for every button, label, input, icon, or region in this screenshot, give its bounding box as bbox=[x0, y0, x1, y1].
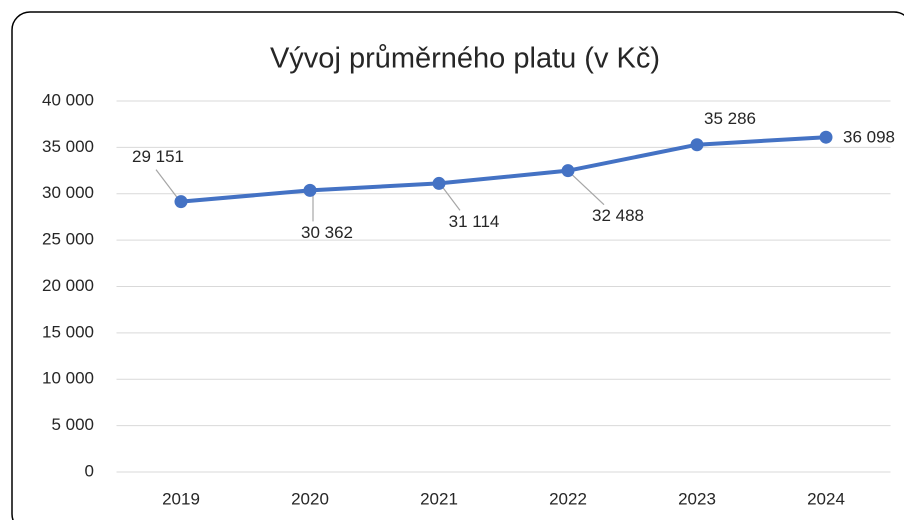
chart-frame bbox=[11, 11, 904, 520]
x-tick-label: 2021 bbox=[420, 489, 458, 508]
y-tick-label: 30 000 bbox=[42, 183, 94, 202]
x-tick-label: 2019 bbox=[162, 489, 200, 508]
data-label: 36 098 bbox=[843, 128, 895, 147]
y-tick-label: 10 000 bbox=[42, 369, 94, 388]
marker bbox=[561, 164, 575, 178]
y-tick-label: 0 bbox=[85, 461, 94, 480]
marker bbox=[303, 183, 317, 197]
x-tick-label: 2024 bbox=[807, 489, 845, 508]
y-tick-label: 40 000 bbox=[42, 90, 94, 109]
y-tick-label: 15 000 bbox=[42, 322, 94, 341]
leader-line bbox=[155, 169, 179, 199]
line bbox=[180, 135, 827, 204]
chart-title: Vývoj průměrného platu (v Kč) bbox=[270, 43, 660, 75]
x-tick-label: 2022 bbox=[549, 489, 587, 508]
data-label: 35 286 bbox=[704, 109, 756, 128]
marker bbox=[174, 195, 188, 209]
y-tick-label: 5 000 bbox=[51, 415, 94, 434]
y-tick-label: 25 000 bbox=[42, 230, 94, 249]
marker bbox=[432, 176, 446, 190]
data-label: 31 114 bbox=[449, 212, 500, 231]
x-tick-label: 2020 bbox=[291, 489, 329, 508]
x-tick-label: 2023 bbox=[678, 489, 716, 508]
data-label: 29 151 bbox=[132, 147, 184, 166]
data-label: 30 362 bbox=[301, 223, 353, 242]
marker bbox=[819, 130, 833, 144]
marker bbox=[690, 138, 704, 152]
y-tick-label: 35 000 bbox=[42, 137, 94, 156]
leader-line bbox=[441, 186, 461, 211]
leader-line bbox=[570, 173, 605, 206]
data-label: 32 488 bbox=[592, 206, 644, 225]
y-tick-label: 20 000 bbox=[42, 276, 94, 295]
